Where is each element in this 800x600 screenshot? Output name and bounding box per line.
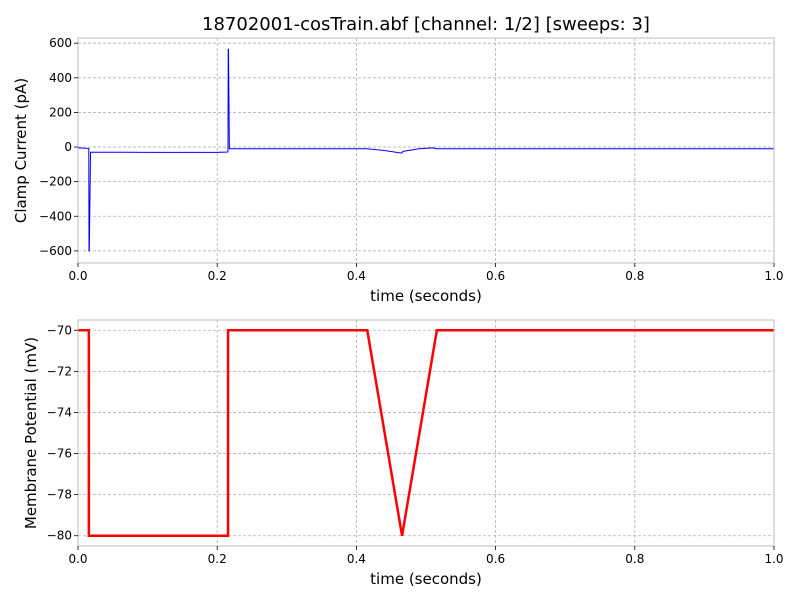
membrane-potential-frame: [77, 319, 775, 547]
membrane-potential-ytick-label: −76: [47, 447, 72, 461]
clamp-current-series: [77, 48, 774, 252]
membrane-potential-panel: 0.0 0.2 0.4 0.6 0.8 1.0 −70 −72 −74 −76 −78 −80 tim…: [22, 319, 784, 588]
clamp-current-ytick-label: 400: [49, 71, 72, 85]
membrane-potential-ylabel: Membrane Potential (mV): [22, 337, 40, 529]
clamp-current-xtick-label: 1.0: [764, 269, 783, 283]
clamp-current-panel: 0.0 0.2 0.4 0.6 0.8 1.0 600 400 200 0 −200 −400 −600…: [12, 36, 784, 305]
membrane-potential-xtick-label: 0.6: [486, 552, 505, 566]
clamp-current-ticks: 0.0 0.2 0.4 0.6 0.8 1.0 600 400 200 0 −200 −400 −600: [39, 36, 784, 283]
membrane-potential-series-line: [78, 329, 774, 537]
membrane-potential-xtick-label: 0.4: [347, 552, 366, 566]
clamp-current-xtick-label: 0.0: [68, 269, 87, 283]
membrane-potential-series: [78, 329, 774, 537]
clamp-current-frame: [77, 37, 775, 264]
clamp-current-xtick-label: 0.2: [208, 269, 227, 283]
membrane-potential-ytick-label: −72: [47, 364, 72, 378]
membrane-potential-ytick-label: −80: [47, 529, 72, 543]
clamp-current-ytick-label: −200: [39, 175, 72, 189]
clamp-current-ytick-label: 200: [49, 105, 72, 119]
figure-title: 18702001-cosTrain.abf [channel: 1/2] [sw…: [202, 14, 650, 35]
clamp-current-grid: [77, 38, 775, 263]
membrane-potential-ytick-label: −70: [47, 323, 72, 337]
membrane-potential-ticks: 0.0 0.2 0.4 0.6 0.8 1.0 −70 −72 −74 −76 −78 −80: [47, 323, 784, 566]
clamp-current-ytick-label: 0: [64, 140, 72, 154]
membrane-potential-ytick-label: −78: [47, 488, 72, 502]
membrane-potential-xtick-label: 1.0: [764, 552, 783, 566]
clamp-current-xtick-label: 0.8: [625, 269, 644, 283]
clamp-current-xtick-label: 0.4: [347, 269, 366, 283]
clamp-current-ytick-label: 600: [49, 36, 72, 50]
membrane-potential-xtick-label: 0.2: [208, 552, 227, 566]
clamp-current-xlabel: time (seconds): [370, 287, 482, 305]
membrane-potential-xlabel: time (seconds): [370, 570, 482, 588]
clamp-current-ylabel: Clamp Current (pA): [12, 78, 30, 223]
clamp-current-ytick-label: −400: [39, 209, 72, 223]
membrane-potential-xtick-label: 0.8: [625, 552, 644, 566]
membrane-potential-ytick-label: −74: [47, 405, 72, 419]
membrane-potential-xtick-label: 0.0: [68, 552, 87, 566]
clamp-current-ytick-label: −600: [39, 244, 72, 258]
clamp-current-series-line: [77, 48, 774, 252]
clamp-current-xtick-label: 0.6: [486, 269, 505, 283]
